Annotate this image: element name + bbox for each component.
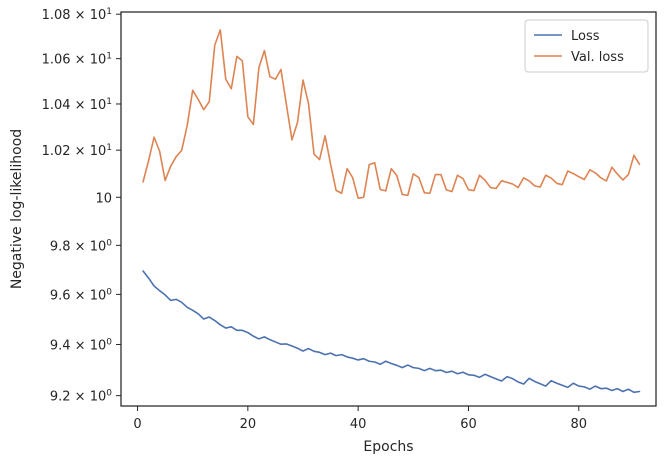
plot-frame — [120, 11, 657, 407]
x-tick-label: 20 — [240, 417, 257, 432]
y-tick-exponent: 1 — [106, 52, 112, 62]
y-tick-label: 1.04 × 101 — [42, 97, 112, 113]
y-tick-exponent: 0 — [106, 389, 112, 399]
y-tick-exponent: 0 — [106, 287, 112, 297]
y-tick-label: 9.6 × 100 — [50, 287, 112, 303]
y-tick-label: 9.4 × 100 — [50, 337, 112, 353]
x-tick-label: 40 — [350, 417, 367, 432]
x-axis-ticks: 0 20 40 60 80 — [133, 406, 587, 432]
y-tick-base: 10 — [90, 53, 107, 68]
x-tick-label: 0 — [133, 417, 141, 432]
y-tick-label: 10 — [95, 191, 112, 206]
y-tick-mantissa: 1.06 — [42, 53, 71, 68]
y-axis-label: Negative log-likelihood — [9, 129, 25, 289]
y-tick-exponent: 1 — [106, 143, 112, 153]
y-tick-mantissa: 1.08 — [42, 8, 71, 23]
y-tick-label: 9.8 × 100 — [50, 238, 112, 254]
y-tick-mantissa: 1.04 — [42, 98, 71, 113]
y-tick-mantissa: 9.4 — [50, 338, 71, 353]
y-tick-base: 10 — [90, 288, 107, 303]
x-tick-label: 60 — [460, 417, 477, 432]
y-tick-base: 10 — [90, 8, 107, 23]
y-tick-exponent: 0 — [106, 238, 112, 248]
y-tick-base: 10 — [90, 338, 107, 353]
x-axis-label: Epochs — [363, 439, 413, 455]
y-tick-times: × — [71, 390, 90, 405]
y-tick-base: 10 — [90, 144, 107, 159]
legend-label-2: Val. loss — [571, 50, 624, 65]
y-tick-label: 1.02 × 101 — [42, 143, 112, 159]
y-tick-label: 1.08 × 101 — [42, 7, 112, 23]
y-tick-base: 10 — [90, 98, 107, 113]
y-tick-times: × — [71, 288, 90, 303]
legend-box — [524, 19, 649, 73]
y-tick-label: 1.06 × 101 — [42, 52, 112, 68]
y-tick-mantissa: 9.6 — [50, 288, 71, 303]
y-tick-label: 9.2 × 100 — [50, 389, 112, 405]
legend-label-1: Loss — [571, 29, 600, 44]
y-tick-base: 10 — [90, 239, 107, 254]
series-line-2 — [142, 29, 641, 200]
y-tick-base: 10 — [90, 390, 107, 405]
y-tick-base: 10 — [95, 191, 112, 206]
y-tick-times: × — [71, 338, 90, 353]
y-tick-mantissa: 9.8 — [50, 239, 71, 254]
y-tick-exponent: 1 — [106, 97, 112, 107]
y-tick-exponent: 1 — [106, 7, 112, 17]
plot-area — [121, 12, 656, 406]
y-tick-times: × — [71, 53, 90, 68]
y-tick-mantissa: 1.02 — [42, 144, 71, 159]
legend: Loss Val. loss — [524, 19, 649, 73]
y-tick-mantissa: 9.2 — [50, 390, 71, 405]
series-line-1 — [142, 270, 641, 394]
y-tick-times: × — [71, 8, 90, 23]
series-layer — [142, 29, 641, 394]
y-tick-times: × — [71, 239, 90, 254]
x-tick-label: 80 — [571, 417, 588, 432]
y-tick-times: × — [71, 144, 90, 159]
y-tick-exponent: 0 — [106, 337, 112, 347]
y-tick-times: × — [71, 98, 90, 113]
